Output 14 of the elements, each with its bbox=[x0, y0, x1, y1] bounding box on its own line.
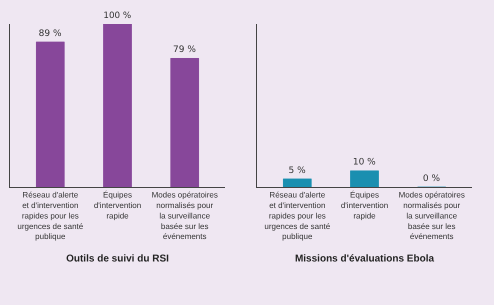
data-label: 10 % bbox=[352, 158, 376, 168]
x-tick-label: Modes opératoires normalisés pour la surveillance basée sur les événements bbox=[152, 190, 218, 242]
x-tick-label: Équipes d'intervention rapide bbox=[340, 190, 388, 220]
x-axis-title: Missions d'évaluations Ebola bbox=[294, 254, 434, 265]
data-label: 0 % bbox=[422, 174, 440, 184]
x-tick-label: Équipes d'intervention rapide bbox=[94, 190, 142, 220]
x-tick-label: Réseau d'alerte et d'intervention rapides pour les urgences de santé publique bbox=[264, 190, 331, 242]
x-axis-title: Outils de suivi du RSI bbox=[66, 254, 170, 265]
x-tick-label: Réseau d'alerte et d'intervention rapides pour les urgences de santé publique bbox=[17, 190, 84, 242]
data-label: 79 % bbox=[173, 45, 196, 56]
x-tick-label: Modes opératoires normalisés pour la surveillance basée sur les événements bbox=[398, 190, 465, 242]
data-label: 5 % bbox=[288, 166, 306, 176]
data-label: 89 % bbox=[38, 28, 62, 39]
data-label: 100 % bbox=[103, 11, 132, 22]
